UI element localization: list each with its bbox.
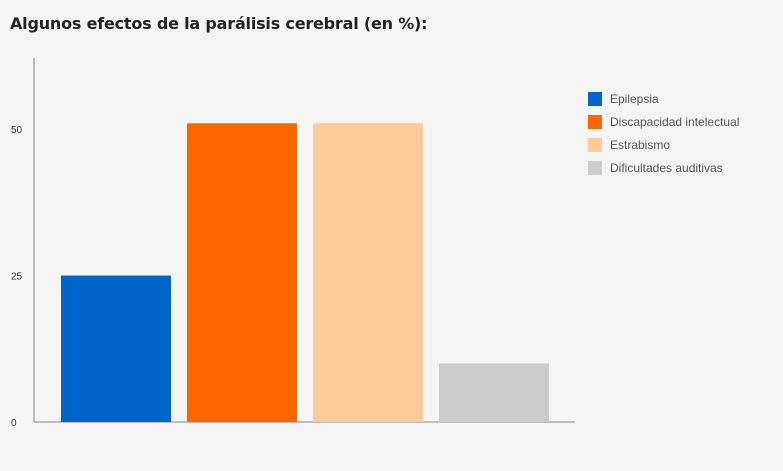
legend-swatch <box>588 114 602 129</box>
legend-label: Dificultades auditivas <box>610 160 723 175</box>
bar-1 <box>61 275 171 422</box>
bars <box>61 123 549 423</box>
legend-label: Estrabismo <box>610 137 671 152</box>
bar-2 <box>187 123 297 423</box>
legend-label: Epilepsia <box>610 91 659 106</box>
legend-label: Discapacidad intelectual <box>610 114 740 129</box>
chart-title: Algunos efectos de la parálisis cerebral… <box>10 14 428 33</box>
legend-swatch <box>588 137 602 152</box>
y-tick-label: 50 <box>11 125 23 136</box>
legend-swatch <box>588 91 602 106</box>
bar-3 <box>313 123 423 423</box>
y-tick-label: 0 <box>11 418 17 429</box>
y-tick-label: 25 <box>11 272 23 283</box>
legend-swatch <box>588 160 602 175</box>
bar-4 <box>439 363 549 422</box>
legend-item: Epilepsia <box>588 87 739 110</box>
legend-item: Discapacidad intelectual <box>588 110 739 133</box>
legend-item: Estrabismo <box>588 133 739 156</box>
legend: Epilepsia Discapacidad intelectual Estrabi… <box>588 87 739 179</box>
legend-item: Dificultades auditivas <box>588 156 739 179</box>
y-axis-ticks: 0 25 50 <box>11 125 23 429</box>
